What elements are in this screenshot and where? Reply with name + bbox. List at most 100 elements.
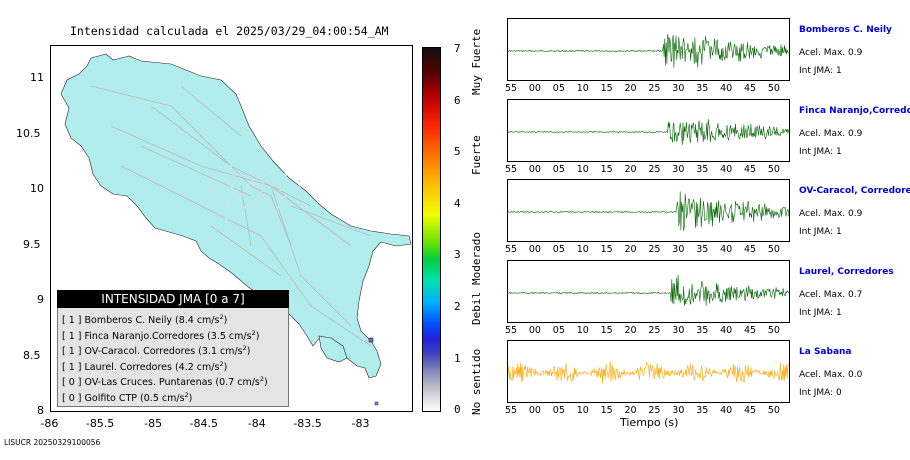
time-tick-label: 50 (767, 163, 780, 175)
time-tick-label: 05 (552, 324, 565, 336)
legend-row: [ 0 ] OV-Las Cruces. Puntarenas (0.7 cm/… (62, 375, 268, 389)
time-tick-label: 35 (696, 244, 709, 255)
map-x-tick: -84 (247, 417, 266, 430)
station-intensity: Int JMA: 1 (799, 146, 842, 157)
station-accel: Acel. Max. 0.7 (799, 289, 863, 300)
station-accel: Acel. Max. 0.0 (799, 370, 863, 380)
time-tick-label: 50 (767, 405, 780, 416)
time-tick-label: 00 (528, 405, 541, 416)
time-tick-label: 45 (744, 163, 757, 175)
map-y-tick: 8.5 (23, 348, 41, 362)
station-accel: Acel. Max. 0.9 (799, 48, 863, 58)
station-intensity: Int JMA: 1 (799, 66, 842, 76)
time-tick-label: 20 (624, 163, 637, 175)
time-tick-label: 10 (576, 83, 589, 94)
time-tick-label: 20 (624, 83, 637, 94)
map-y-tick: 9.5 (23, 237, 41, 251)
time-tick-label: 40 (720, 324, 733, 336)
seismogram-trace (507, 34, 789, 68)
time-tick-label: 55 (505, 244, 518, 255)
seismogram-trace (507, 274, 789, 306)
time-tick-label: 20 (624, 244, 637, 255)
time-tick-label: 00 (528, 83, 541, 94)
time-tick-label: 35 (696, 163, 709, 175)
station-marker (374, 401, 379, 406)
station-intensity: Int JMA: 0 (799, 388, 842, 398)
map-y-tick: 8 (37, 404, 44, 417)
time-tick-label: 15 (600, 405, 613, 416)
colorbar-category: Moderado (470, 232, 483, 285)
intensity-colorbar (422, 47, 441, 412)
footer-id: LISUCR 20250329100056 (4, 438, 101, 447)
time-tick-label: 10 (576, 244, 589, 255)
time-tick-label: 40 (720, 405, 733, 416)
time-tick-label: 05 (552, 405, 565, 416)
legend-row: [ 1 ] Finca Naranjo.Corredores (3.5 cm/s… (62, 328, 260, 342)
time-tick-label: 20 (624, 405, 637, 416)
seismogram-trace (507, 361, 789, 384)
time-tick-label: 45 (744, 83, 757, 94)
legend-row: [ 1 ] OV-Caracol. Corredores (3.1 cm/s2) (62, 344, 251, 358)
time-tick-label: 55 (505, 324, 518, 336)
map-y-tick: 9 (37, 293, 44, 306)
time-tick-label: 10 (576, 405, 589, 416)
time-tick-label: 35 (696, 324, 709, 336)
map-x-tick: -86 (40, 417, 59, 430)
costa-rica-map (60, 53, 412, 406)
legend-row: [ 1 ] Laurel. Corredores (4.2 cm/s2) (62, 359, 228, 373)
time-tick-label: 25 (648, 83, 661, 94)
map-x-tick: -83 (351, 417, 370, 430)
station-name: Laurel, Corredores (799, 266, 894, 277)
time-tick-label: 30 (672, 324, 685, 336)
seismogram-panel (507, 98, 790, 162)
time-tick-label: 15 (600, 163, 613, 175)
station-name: Finca Naranjo,Corredores (799, 105, 910, 116)
station-marker (368, 337, 374, 343)
colorbar-tick: 3 (454, 248, 461, 262)
map-y-tick: 11 (30, 71, 44, 84)
station-name: La Sabana (799, 347, 852, 357)
map-x-tick: -84.5 (189, 417, 219, 430)
map-title: Intensidad calculada el 2025/03/29_04:00… (70, 24, 389, 38)
seismogram-panel (507, 259, 790, 323)
colorbar-tick: 4 (454, 196, 461, 210)
time-tick-label: 15 (600, 83, 613, 94)
time-tick-label: 30 (672, 83, 685, 94)
time-tick-label: 25 (648, 324, 661, 336)
time-tick-label: 00 (528, 324, 541, 336)
osa-peninsula (318, 335, 348, 363)
colorbar-tick: 0 (454, 403, 461, 417)
time-tick-label: 40 (720, 244, 733, 255)
time-tick-label: 55 (505, 163, 518, 175)
legend-row: [ 0 ] Golfito CTP (0.5 cm/s2) (62, 390, 193, 404)
time-tick-label: 10 (576, 163, 589, 175)
time-tick-label: 15 (600, 244, 613, 255)
colorbar-tick: 1 (454, 351, 461, 365)
time-tick-label: 35 (696, 83, 709, 94)
station-name: Bomberos C. Neily (799, 25, 892, 35)
time-tick-label: 20 (624, 324, 637, 336)
seismogram-panel (507, 18, 790, 81)
time-tick-label: 05 (552, 244, 565, 255)
map-x-tick: -85 (144, 417, 163, 430)
time-tick-label: 50 (767, 83, 780, 94)
legend-row: [ 1 ] Bomberos C. Neily (8.4 cm/s2) (62, 313, 228, 327)
time-tick-label: 40 (720, 163, 733, 175)
time-tick-label: 55 (505, 405, 518, 416)
time-tick-label: 10 (576, 324, 589, 336)
time-tick-label: 25 (648, 405, 661, 416)
time-tick-label: 00 (528, 163, 541, 175)
station-name: OV-Caracol, Corredores (799, 186, 910, 196)
colorbar-tick: 2 (454, 300, 461, 313)
map-y-tick: 10.5 (16, 126, 41, 140)
time-tick-label: 35 (696, 405, 709, 416)
station-accel: Acel. Max. 0.9 (799, 128, 863, 139)
time-tick-label: 30 (672, 405, 685, 416)
map-x-tick: -83.5 (293, 417, 322, 430)
seismogram-trace (507, 118, 789, 145)
time-tick-label: 45 (744, 405, 757, 416)
time-tick-label: 40 (720, 83, 733, 94)
station-intensity: Int JMA: 1 (799, 307, 842, 318)
colorbar-category: Debil (470, 291, 483, 325)
time-tick-label: 50 (767, 324, 780, 336)
